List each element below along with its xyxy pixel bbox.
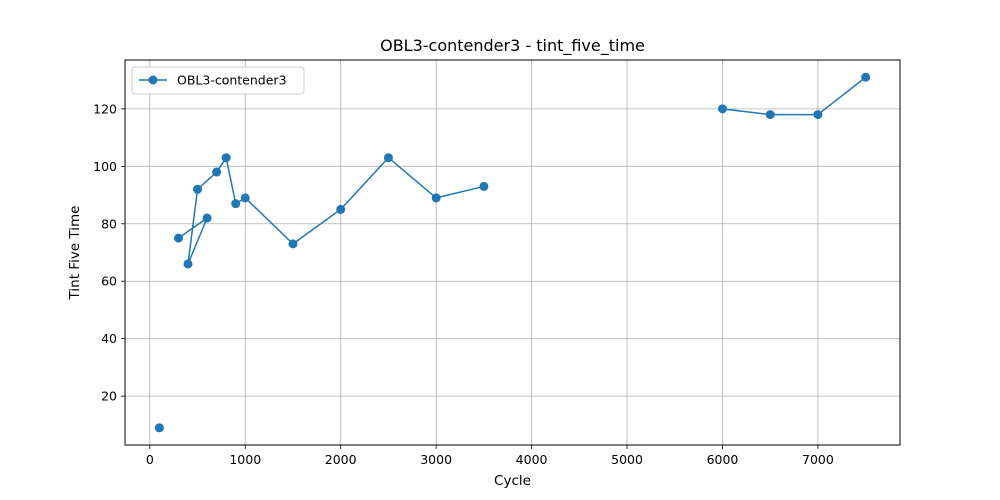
- data-point: [193, 184, 203, 194]
- y-tick-label: 80: [101, 216, 117, 231]
- legend-label: OBL3-contender3: [177, 73, 287, 88]
- axis-ticks: 0 1000 2000 3000 4000 5000 6000 7000 20 40 60 80 100…: [93, 101, 834, 467]
- data-point: [212, 167, 222, 177]
- data-point: [813, 110, 823, 120]
- y-axis-label: Tint Five Time: [67, 206, 83, 301]
- legend-marker: [148, 75, 158, 85]
- data-point: [173, 233, 183, 243]
- data-point: [231, 199, 241, 209]
- data-point: [479, 181, 489, 191]
- data-point: [154, 423, 164, 433]
- series-plot: [154, 72, 871, 433]
- series-line: [178, 156, 485, 265]
- y-tick-label: 20: [101, 389, 117, 404]
- data-point: [765, 110, 775, 120]
- grid: [125, 60, 900, 445]
- data-point: [861, 72, 871, 82]
- y-tick-label: 40: [101, 331, 117, 346]
- y-tick-label: 60: [101, 274, 117, 289]
- data-point: [336, 204, 346, 214]
- data-point: [221, 153, 231, 163]
- x-tick-label: 4000: [516, 452, 548, 467]
- chart-title: OBL3-contender3 - tint_five_time: [380, 36, 645, 56]
- data-point: [717, 104, 727, 114]
- x-tick-label: 1000: [229, 452, 261, 467]
- x-tick-label: 3000: [420, 452, 452, 467]
- series-line: [722, 76, 867, 116]
- x-tick-label: 5000: [611, 452, 643, 467]
- x-tick-label: 7000: [802, 452, 834, 467]
- data-point: [240, 193, 250, 203]
- data-point: [183, 259, 193, 269]
- data-point: [431, 193, 441, 203]
- data-point: [288, 239, 298, 249]
- y-tick-label: 100: [93, 159, 117, 174]
- legend: OBL3-contender3: [131, 66, 305, 95]
- data-point: [202, 213, 212, 223]
- x-tick-label: 6000: [707, 452, 739, 467]
- data-point: [383, 153, 393, 163]
- x-tick-label: 0: [146, 452, 154, 467]
- y-tick-label: 120: [93, 101, 117, 116]
- legend-box: [131, 66, 305, 95]
- x-axis-label: Cycle: [494, 473, 531, 489]
- plot-frame: [124, 59, 901, 446]
- x-tick-label: 2000: [325, 452, 357, 467]
